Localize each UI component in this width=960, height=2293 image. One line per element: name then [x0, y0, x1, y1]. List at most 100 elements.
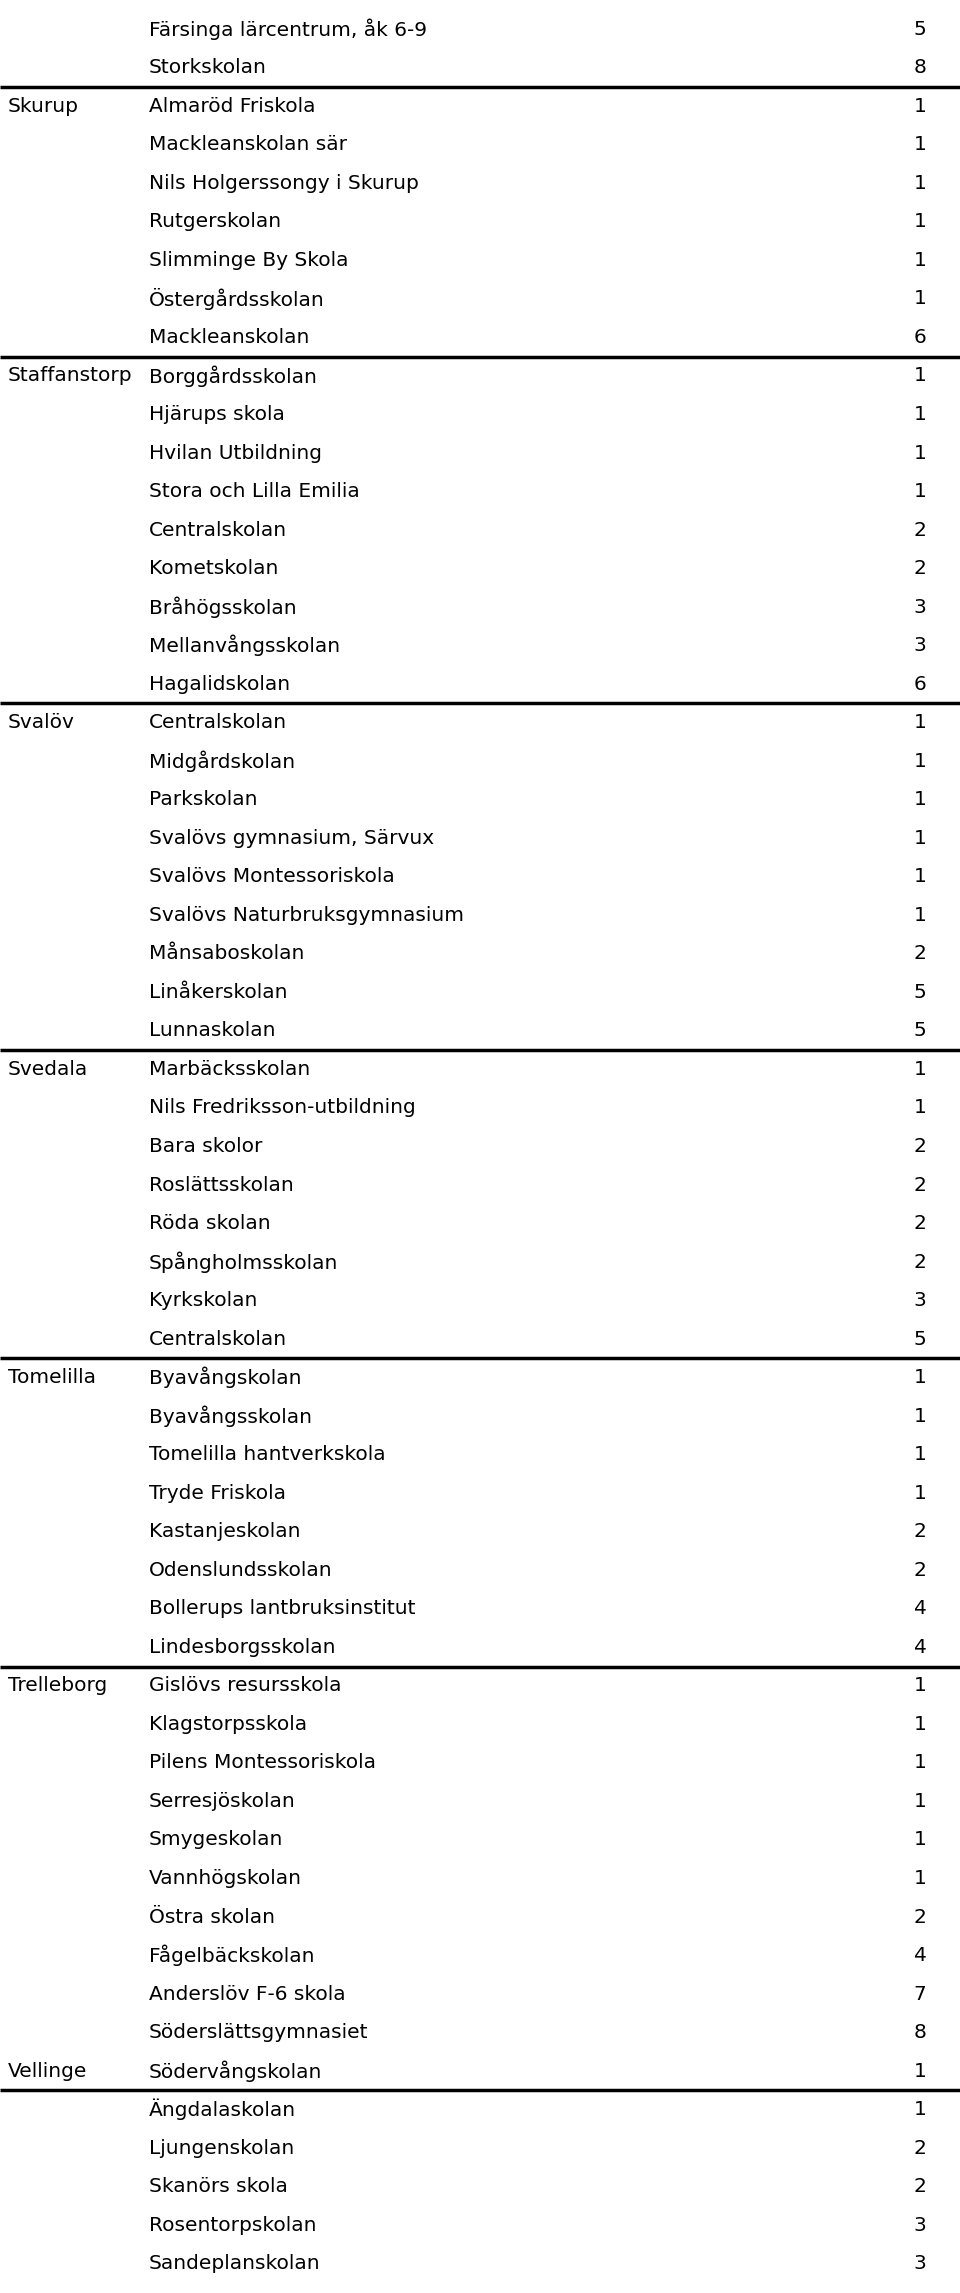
Text: Östergårdsskolan: Östergårdsskolan — [149, 289, 324, 310]
Text: Slimminge By Skola: Slimminge By Skola — [149, 250, 348, 271]
Text: 1: 1 — [914, 1830, 926, 1850]
Text: Hjärups skola: Hjärups skola — [149, 406, 285, 424]
Text: 1: 1 — [914, 2100, 926, 2119]
Text: Byavångsskolan: Byavångsskolan — [149, 1406, 312, 1426]
Text: Spångholmsskolan: Spångholmsskolan — [149, 1252, 338, 1273]
Text: Byavångskolan: Byavångskolan — [149, 1367, 301, 1387]
Text: 2: 2 — [914, 1213, 926, 1234]
Text: Kometskolan: Kometskolan — [149, 559, 278, 578]
Text: Almaröd Friskola: Almaröd Friskola — [149, 96, 315, 117]
Text: 1: 1 — [914, 96, 926, 117]
Text: 1: 1 — [914, 1791, 926, 1811]
Text: Ljungenskolan: Ljungenskolan — [149, 2139, 294, 2158]
Text: 2: 2 — [914, 1137, 926, 1156]
Text: Skanörs skola: Skanörs skola — [149, 2176, 288, 2197]
Text: 2: 2 — [914, 1908, 926, 1926]
Text: Bollerups lantbruksinstitut: Bollerups lantbruksinstitut — [149, 1598, 416, 1619]
Text: 8: 8 — [914, 57, 926, 78]
Text: 3: 3 — [914, 2215, 926, 2236]
Text: Nils Fredriksson-utbildning: Nils Fredriksson-utbildning — [149, 1098, 416, 1117]
Text: 3: 3 — [914, 1291, 926, 1309]
Text: Mellanvångsskolan: Mellanvångsskolan — [149, 635, 340, 656]
Text: Rosentorpskolan: Rosentorpskolan — [149, 2215, 316, 2236]
Text: Kyrkskolan: Kyrkskolan — [149, 1291, 257, 1309]
Text: 5: 5 — [914, 1330, 926, 1348]
Text: Skurup: Skurup — [8, 96, 79, 117]
Text: Centralskolan: Centralskolan — [149, 713, 287, 731]
Text: 2: 2 — [914, 2139, 926, 2158]
Text: 5: 5 — [914, 1020, 926, 1041]
Text: 1: 1 — [914, 1098, 926, 1117]
Text: 1: 1 — [914, 482, 926, 502]
Text: 1: 1 — [914, 1484, 926, 1502]
Text: 1: 1 — [914, 250, 926, 271]
Text: Tryde Friskola: Tryde Friskola — [149, 1484, 286, 1502]
Text: 4: 4 — [914, 1598, 926, 1619]
Text: Bara skolor: Bara skolor — [149, 1137, 262, 1156]
Text: 1: 1 — [914, 1406, 926, 1426]
Text: Borggårdsskolan: Borggårdsskolan — [149, 365, 317, 388]
Text: 1: 1 — [914, 752, 926, 770]
Text: Sandeplanskolan: Sandeplanskolan — [149, 2254, 321, 2272]
Text: Klagstorpsskola: Klagstorpsskola — [149, 1715, 307, 1734]
Text: 1: 1 — [914, 367, 926, 385]
Text: 5: 5 — [914, 984, 926, 1002]
Text: Vannhögskolan: Vannhögskolan — [149, 1869, 301, 1887]
Text: 2: 2 — [914, 1562, 926, 1580]
Text: 4: 4 — [914, 1637, 926, 1658]
Text: Svalöv: Svalöv — [8, 713, 75, 731]
Text: Trelleborg: Trelleborg — [8, 1676, 107, 1695]
Text: Svalövs Montessoriskola: Svalövs Montessoriskola — [149, 867, 395, 887]
Text: Svalövs Naturbruksgymnasium: Svalövs Naturbruksgymnasium — [149, 906, 464, 924]
Text: Tomelilla hantverkskola: Tomelilla hantverkskola — [149, 1445, 385, 1465]
Text: Röda skolan: Röda skolan — [149, 1213, 271, 1234]
Text: Lindesborgsskolan: Lindesborgsskolan — [149, 1637, 335, 1658]
Text: Nils Holgerssongy i Skurup: Nils Holgerssongy i Skurup — [149, 174, 419, 193]
Text: 5: 5 — [914, 21, 926, 39]
Text: Anderslöv F-6 skola: Anderslöv F-6 skola — [149, 1983, 346, 2004]
Text: Bråhögsskolan: Bråhögsskolan — [149, 596, 297, 617]
Text: 2: 2 — [914, 521, 926, 539]
Text: Serresjöskolan: Serresjöskolan — [149, 1791, 296, 1811]
Text: 4: 4 — [914, 1947, 926, 1965]
Text: 3: 3 — [914, 598, 926, 617]
Text: Staffanstorp: Staffanstorp — [8, 367, 132, 385]
Text: 1: 1 — [914, 713, 926, 731]
Text: Svedala: Svedala — [8, 1059, 88, 1080]
Text: Storkskolan: Storkskolan — [149, 57, 267, 78]
Text: Söderslättsgymnasiet: Söderslättsgymnasiet — [149, 2022, 369, 2043]
Text: Gislövs resursskola: Gislövs resursskola — [149, 1676, 342, 1695]
Text: Vellinge: Vellinge — [8, 2061, 87, 2080]
Text: Stora och Lilla Emilia: Stora och Lilla Emilia — [149, 482, 360, 502]
Text: 1: 1 — [914, 1445, 926, 1465]
Text: 1: 1 — [914, 828, 926, 848]
Text: 2: 2 — [914, 1176, 926, 1195]
Text: 1: 1 — [914, 213, 926, 232]
Text: Rutgerskolan: Rutgerskolan — [149, 213, 281, 232]
Text: Södervångskolan: Södervångskolan — [149, 2061, 323, 2082]
Text: 3: 3 — [914, 2254, 926, 2272]
Text: Hagalidskolan: Hagalidskolan — [149, 674, 290, 695]
Text: 2: 2 — [914, 1523, 926, 1541]
Text: 1: 1 — [914, 1754, 926, 1772]
Text: Östra skolan: Östra skolan — [149, 1908, 275, 1926]
Text: 2: 2 — [914, 559, 926, 578]
Text: Mackleanskolan: Mackleanskolan — [149, 328, 309, 346]
Text: 1: 1 — [914, 135, 926, 154]
Text: Midgårdskolan: Midgårdskolan — [149, 750, 295, 773]
Text: Månsaboskolan: Månsaboskolan — [149, 945, 304, 963]
Text: 6: 6 — [914, 674, 926, 695]
Text: Odenslundsskolan: Odenslundsskolan — [149, 1562, 332, 1580]
Text: Lunnaskolan: Lunnaskolan — [149, 1020, 276, 1041]
Text: 1: 1 — [914, 906, 926, 924]
Text: Mackleanskolan sär: Mackleanskolan sär — [149, 135, 347, 154]
Text: Svalövs gymnasium, Särvux: Svalövs gymnasium, Särvux — [149, 828, 434, 848]
Text: 8: 8 — [914, 2022, 926, 2043]
Text: Marbäcksskolan: Marbäcksskolan — [149, 1059, 310, 1080]
Text: Smygeskolan: Smygeskolan — [149, 1830, 283, 1850]
Text: 1: 1 — [914, 1676, 926, 1695]
Text: 7: 7 — [914, 1983, 926, 2004]
Text: Roslättsskolan: Roslättsskolan — [149, 1176, 294, 1195]
Text: 1: 1 — [914, 289, 926, 310]
Text: 1: 1 — [914, 2061, 926, 2080]
